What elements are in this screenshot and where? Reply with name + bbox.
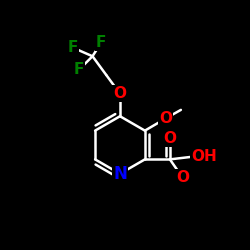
Text: F: F — [67, 40, 78, 55]
Text: OH: OH — [191, 150, 217, 164]
Text: F: F — [96, 35, 106, 50]
Text: F: F — [74, 62, 84, 78]
Text: N: N — [113, 165, 127, 183]
Text: O: O — [176, 170, 189, 185]
Text: O: O — [164, 130, 176, 146]
Text: O: O — [159, 111, 172, 126]
Text: O: O — [114, 86, 126, 101]
